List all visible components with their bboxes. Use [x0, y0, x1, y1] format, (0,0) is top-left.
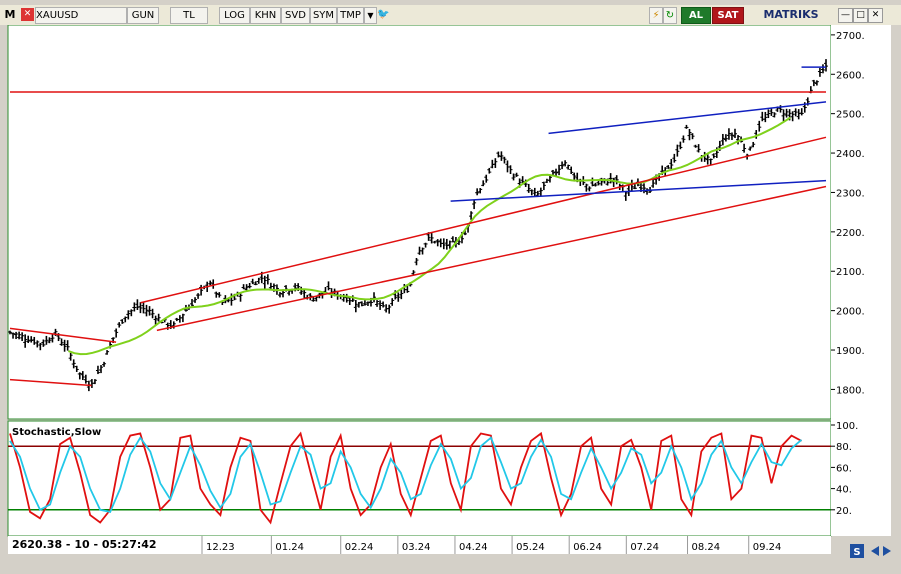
price-y-tick-label: 2300.: [836, 188, 865, 199]
x-tick-label: 03.24: [402, 542, 431, 553]
blue-upper-line: [548, 101, 827, 135]
early-upper-trendline: [9, 327, 117, 343]
minimize-icon[interactable]: —: [838, 8, 853, 23]
sym-button[interactable]: SYM: [310, 7, 337, 24]
brand-logo: MATRIKS: [763, 8, 819, 21]
x-tick-label: 01.24: [275, 542, 304, 553]
stochastic-layer: [8, 431, 831, 525]
scroll-right-icon[interactable]: [883, 546, 891, 556]
price-y-tick-label: 2000.: [836, 307, 865, 318]
lightning-icon[interactable]: ⚡: [649, 7, 663, 24]
stochastic-d-line: [9, 436, 803, 513]
scroll-glyph: S: [853, 547, 860, 558]
app-logo: M: [4, 8, 16, 21]
stochastic-y-tick-label: 20.: [836, 506, 852, 517]
tmp-button[interactable]: TMP: [337, 7, 364, 24]
chevron-down-icon[interactable]: ▼: [364, 7, 377, 24]
x-tick-label: 07.24: [630, 542, 659, 553]
chart-frame: Stochastic,Slow 2620.38 - 10 - 05:27:42 …: [0, 24, 901, 570]
x-tick-label: 05.24: [516, 542, 545, 553]
price-y-tick-label: 1800.: [836, 385, 865, 396]
stochastic-y-tick-label: 40.: [836, 485, 852, 496]
close-window-icon[interactable]: ✕: [868, 8, 883, 23]
scroll-left-icon[interactable]: [871, 546, 879, 556]
x-tick-label: 06.24: [573, 542, 602, 553]
y-axis-area: [831, 25, 891, 536]
lower-channel-line: [156, 185, 827, 332]
chart-toolbar: M ✕ XAUUSD GUN TL LOG KHN SVD SYM TMP ▼ …: [0, 5, 901, 26]
buy-button[interactable]: AL: [681, 7, 711, 24]
x-axis-area: [8, 536, 831, 554]
x-tick-label: 02.24: [345, 542, 374, 553]
chart-canvas[interactable]: Stochastic,Slow 2620.38 - 10 - 05:27:42 …: [0, 24, 901, 570]
price-y-tick-label: 2600.: [836, 70, 865, 81]
blue-support-line: [450, 179, 827, 202]
period-button[interactable]: GUN: [127, 7, 159, 24]
stochastic-y-tick-label: 100.: [836, 421, 858, 432]
price-y-tick-label: 2500.: [836, 110, 865, 121]
khn-button[interactable]: KHN: [250, 7, 281, 24]
sell-button[interactable]: SAT: [712, 7, 744, 24]
stochastic-panel[interactable]: [7, 420, 832, 537]
price-y-tick-label: 2700.: [836, 31, 865, 42]
symbol-field[interactable]: XAUUSD: [35, 7, 127, 24]
stochastic-title: Stochastic,Slow: [12, 427, 101, 438]
price-y-tick-label: 2400.: [836, 149, 865, 160]
axis-layer: 1800. 1900. 2000. 2100. 2200. 2300. 2400. 2500.…: [201, 31, 865, 554]
refresh-icon[interactable]: ↻: [663, 7, 677, 24]
svd-button[interactable]: SVD: [281, 7, 310, 24]
currency-button[interactable]: TL: [170, 7, 208, 24]
stochastic-y-tick-label: 80.: [836, 442, 852, 453]
upper-channel-line: [140, 136, 827, 304]
x-tick-label: 08.24: [692, 542, 721, 553]
price-y-tick-label: 2100.: [836, 267, 865, 278]
stochastic-y-tick-label: 60.: [836, 463, 852, 474]
price-layer: [8, 59, 828, 392]
x-tick-label: 12.23: [206, 542, 235, 553]
price-readout: 2620.38 - 10 - 05:27:42: [12, 538, 157, 551]
scroll-icon[interactable]: [850, 544, 864, 558]
twitter-icon[interactable]: 🐦: [377, 9, 390, 20]
price-y-tick-label: 2200.: [836, 228, 865, 239]
price-y-tick-label: 1900.: [836, 346, 865, 357]
moving-average-line: [68, 116, 791, 356]
x-tick-label: 09.24: [753, 542, 782, 553]
log-button[interactable]: LOG: [219, 7, 250, 24]
x-tick-label: 04.24: [459, 542, 488, 553]
close-symbol-icon[interactable]: ✕: [21, 8, 34, 21]
price-panel[interactable]: [7, 24, 832, 420]
maximize-icon[interactable]: □: [853, 8, 868, 23]
early-lower-trendline: [9, 378, 92, 387]
